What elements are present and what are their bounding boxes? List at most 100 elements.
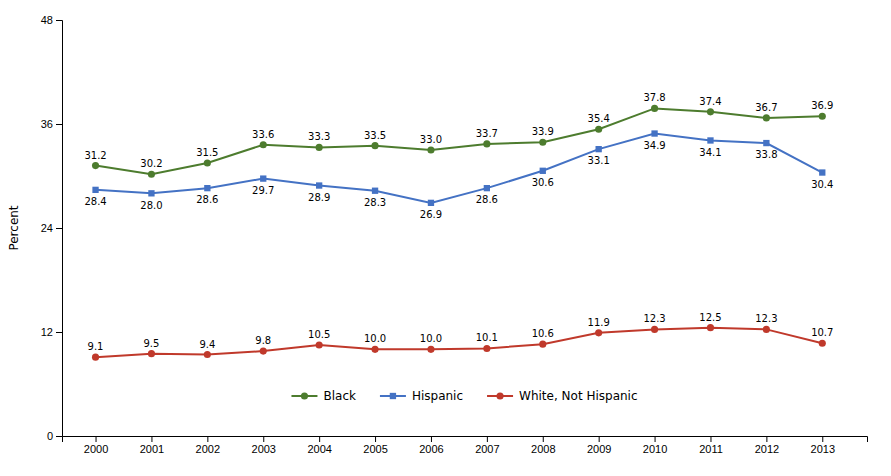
data-label: 10.7 [811,327,833,338]
point [371,346,378,353]
data-label: 10.1 [476,332,498,343]
data-label: 37.8 [643,92,665,103]
point [595,329,602,336]
data-label: 30.2 [140,158,162,169]
data-label: 33.1 [588,155,610,166]
point [707,324,714,331]
point [260,347,267,354]
data-label: 28.6 [196,194,218,205]
data-labels: 31.230.231.533.633.333.533.033.733.935.4… [84,92,833,352]
y-axis: 012243648 [41,14,63,442]
data-label: 9.8 [255,335,271,346]
data-label: 35.4 [588,113,610,124]
point [651,130,657,136]
legend-marker [496,392,503,399]
point [427,346,434,353]
data-label: 26.9 [420,209,442,220]
tick-label: 2004 [307,443,331,455]
data-label: 30.4 [811,179,833,190]
data-label: 28.6 [476,194,498,205]
tick-label: 12 [41,326,53,338]
legend-item: Hispanic [380,389,463,403]
tick: 0 [47,430,62,442]
tick-mark [151,436,152,442]
tick-label: 2001 [140,443,164,455]
tick-mark [487,436,488,442]
tick: 2009 [587,436,611,455]
data-label: 9.4 [199,339,215,350]
tick-mark [655,436,656,442]
point [92,187,98,193]
legend: Black Hispanic White, Not Hispanic [291,389,637,403]
tick-mark [543,436,544,442]
data-label: 9.5 [143,338,159,349]
legend-marker [390,393,396,399]
data-label: 36.7 [755,102,777,113]
tick: 2010 [643,436,667,455]
data-label: 10.0 [364,333,386,344]
data-label: 37.4 [699,96,721,107]
tick: 36 [41,118,62,130]
tick: 24 [41,222,62,234]
data-label: 31.2 [84,150,106,161]
tick-label: 2008 [531,443,555,455]
point [427,146,434,153]
data-label: 9.1 [88,341,104,352]
point [539,139,546,146]
legend-marker [301,392,308,399]
tick: 2005 [363,436,387,455]
data-label: 28.9 [308,192,330,203]
tick-label: 2002 [196,443,220,455]
chart: 2000200120022003200420052006200720082009… [0,0,891,476]
series-line [96,328,823,357]
legend-item: White, Not Hispanic [487,389,637,403]
tick-label: 2007 [475,443,499,455]
tick-mark [263,436,264,442]
tick-mark [96,436,97,442]
tick-label: 2010 [643,443,667,455]
point [148,171,155,178]
point [371,142,378,149]
plot: 2000200120022003200420052006200720082009… [41,14,868,455]
data-label: 31.5 [196,147,218,158]
data-label: 36.9 [811,100,833,111]
data-label: 33.6 [252,129,274,140]
tick: 2006 [419,436,443,455]
point [204,351,211,358]
tick-label: 2011 [699,443,723,455]
tick-label: 2000 [84,443,108,455]
tick: 2000 [84,436,108,455]
tick-label: 36 [41,118,53,130]
point [148,350,155,357]
point [763,114,770,121]
tick-mark [207,436,208,442]
data-label: 34.1 [699,147,721,158]
point [204,159,211,166]
tick-label: 2006 [419,443,443,455]
data-label: 33.9 [532,126,554,137]
point [316,144,323,151]
point [148,190,154,196]
y-axis-title: Percent [7,205,21,250]
point [819,340,826,347]
tick-mark [822,436,823,442]
tick-mark [56,436,62,437]
tick-mark [56,332,62,333]
point [819,169,825,175]
data-label: 30.6 [532,177,554,188]
point [260,141,267,148]
series-line [96,108,823,174]
point [540,168,546,174]
point [92,354,99,361]
point [316,341,323,348]
axis-line [56,21,63,437]
legend-label: Black [323,389,356,403]
legend-item: Black [291,389,356,403]
tick: 2008 [531,436,555,455]
tick: 2004 [307,436,331,455]
data-label: 28.4 [84,196,106,207]
data-label: 10.0 [420,333,442,344]
tick-mark [56,228,62,229]
tick: 2001 [140,436,164,455]
tick: 2012 [755,436,779,455]
